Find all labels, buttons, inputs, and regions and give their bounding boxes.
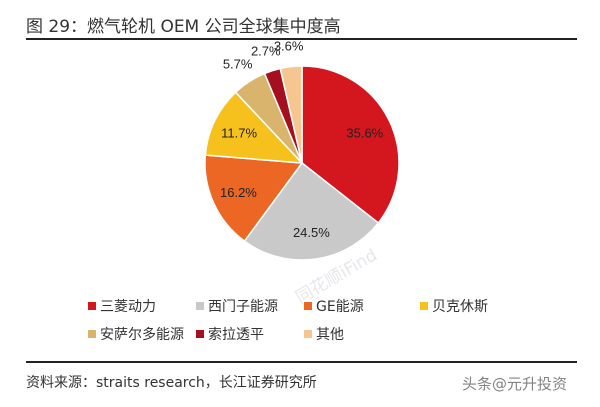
pie-chart: 35.6% 24.5% 16.2% 11.7% 5.7%2.7%3.6% [204, 40, 400, 261]
data-label-0: 35.6% [346, 125, 383, 140]
legend-label: 三菱动力 [100, 299, 156, 315]
legend-swatch [88, 330, 96, 338]
pie-slice-1 [243, 161, 380, 261]
title-divider [26, 38, 577, 40]
pie-slice-6 [279, 65, 303, 164]
legend-item-0: 三菱动力 [88, 296, 156, 316]
pie-slice-2 [204, 154, 304, 243]
legend-label: 西门子能源 [208, 299, 278, 315]
pie-slice-0 [301, 65, 400, 224]
legend-swatch [420, 302, 428, 310]
chart-title: 图 29：燃气轮机 OEM 公司全球集中度高 [26, 17, 341, 37]
data-label-3: 11.7% [221, 126, 257, 141]
legend-label: 贝克休斯 [432, 299, 488, 315]
legend-item-6: 其他 [304, 324, 344, 344]
legend-label: 索拉透平 [208, 327, 264, 343]
legend-item-2: GE能源 [304, 296, 364, 316]
legend-item-4: 安萨尔多能源 [88, 324, 184, 344]
legend-item-1: 西门子能源 [196, 296, 278, 316]
legend-swatch [88, 302, 96, 310]
source-note: 资料来源：straits research，长江证券研究所 [26, 375, 317, 391]
data-label-6: 3.6% [274, 40, 304, 53]
legend-swatch [304, 302, 312, 310]
data-label-4: 5.7% [223, 57, 253, 72]
legend-swatch [196, 302, 204, 310]
pie-slice-3 [204, 91, 304, 164]
legend-swatch [304, 330, 312, 338]
legend-item-5: 索拉透平 [196, 324, 264, 344]
legend-swatch [196, 330, 204, 338]
legend-label: 其他 [316, 327, 344, 343]
legend-label: 安萨尔多能源 [100, 327, 184, 343]
data-label-5: 2.7% [251, 43, 281, 58]
legend-item-3: 贝克休斯 [420, 296, 488, 316]
data-label-1: 24.5% [293, 225, 330, 240]
data-label-2: 16.2% [220, 185, 257, 200]
watermark-toutiao: 头条@元升投资 [462, 375, 568, 393]
source-divider [26, 361, 577, 363]
legend-label: GE能源 [316, 299, 364, 315]
